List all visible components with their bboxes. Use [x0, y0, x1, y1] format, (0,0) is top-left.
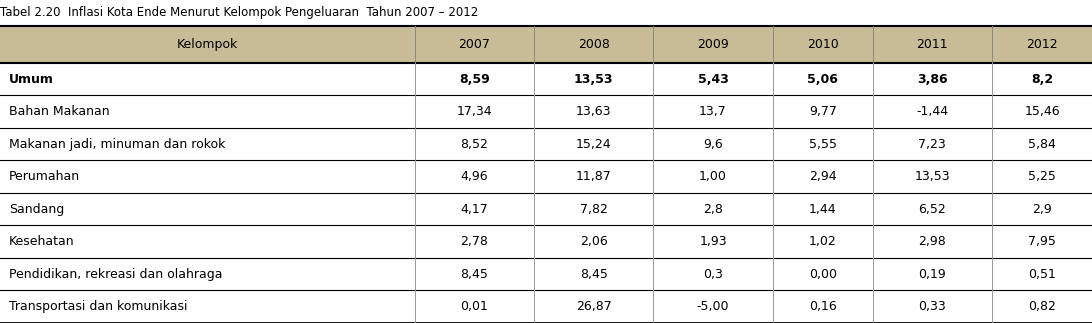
Text: 0,01: 0,01 [461, 300, 488, 313]
Text: 7,82: 7,82 [580, 203, 607, 216]
Text: Makanan jadi, minuman dan rokok: Makanan jadi, minuman dan rokok [9, 138, 225, 151]
Text: Sandang: Sandang [9, 203, 64, 216]
Text: 8,59: 8,59 [459, 73, 490, 86]
Bar [0, 193, 1092, 225]
Text: 4,96: 4,96 [461, 170, 488, 183]
Text: 8,45: 8,45 [580, 268, 607, 281]
Text: 9,77: 9,77 [809, 105, 836, 118]
Text: 5,84: 5,84 [1028, 138, 1056, 151]
Text: 2,9: 2,9 [1032, 203, 1052, 216]
Text: 5,25: 5,25 [1028, 170, 1056, 183]
Text: 1,00: 1,00 [699, 170, 727, 183]
Text: 26,87: 26,87 [575, 300, 612, 313]
Text: 1,93: 1,93 [699, 235, 727, 248]
Text: 2009: 2009 [697, 38, 729, 51]
Text: Transportasi dan komunikasi: Transportasi dan komunikasi [9, 300, 188, 313]
Bar [0, 128, 1092, 161]
Text: 13,63: 13,63 [575, 105, 612, 118]
Text: 0,16: 0,16 [809, 300, 836, 313]
Text: 4,17: 4,17 [461, 203, 488, 216]
Text: 0,00: 0,00 [809, 268, 836, 281]
Text: 17,34: 17,34 [456, 105, 492, 118]
Text: 5,06: 5,06 [807, 73, 839, 86]
Bar [0, 96, 1092, 128]
Text: 15,46: 15,46 [1024, 105, 1060, 118]
Bar [0, 161, 1092, 193]
Text: 2,98: 2,98 [918, 235, 947, 248]
Text: Kesehatan: Kesehatan [9, 235, 74, 248]
Text: 2008: 2008 [578, 38, 609, 51]
Text: 11,87: 11,87 [575, 170, 612, 183]
Text: 0,51: 0,51 [1028, 268, 1056, 281]
Text: 5,55: 5,55 [809, 138, 836, 151]
Bar [0, 26, 1092, 63]
Text: 0,19: 0,19 [918, 268, 947, 281]
Text: 1,44: 1,44 [809, 203, 836, 216]
Text: 0,82: 0,82 [1028, 300, 1056, 313]
Bar [0, 63, 1092, 96]
Text: 8,45: 8,45 [461, 268, 488, 281]
Text: 3,86: 3,86 [917, 73, 948, 86]
Text: 2010: 2010 [807, 38, 839, 51]
Text: 8,52: 8,52 [461, 138, 488, 151]
Text: 13,7: 13,7 [699, 105, 727, 118]
Text: 8,2: 8,2 [1031, 73, 1053, 86]
Text: 13,53: 13,53 [574, 73, 614, 86]
Text: Umum: Umum [9, 73, 54, 86]
Text: 5,43: 5,43 [698, 73, 728, 86]
Text: 6,52: 6,52 [918, 203, 947, 216]
Text: 2,78: 2,78 [461, 235, 488, 248]
Text: 2011: 2011 [916, 38, 948, 51]
Text: 2007: 2007 [459, 38, 490, 51]
Text: Tabel 2.20  Inflasi Kota Ende Menurut Kelompok Pengeluaran  Tahun 2007 – 2012: Tabel 2.20 Inflasi Kota Ende Menurut Kel… [0, 6, 478, 19]
Bar [0, 258, 1092, 290]
Text: Perumahan: Perumahan [9, 170, 80, 183]
Text: 1,02: 1,02 [809, 235, 836, 248]
Text: -1,44: -1,44 [916, 105, 949, 118]
Text: 0,33: 0,33 [918, 300, 947, 313]
Bar [0, 290, 1092, 323]
Text: 2,8: 2,8 [703, 203, 723, 216]
Bar [0, 225, 1092, 258]
Text: 13,53: 13,53 [914, 170, 950, 183]
Text: 15,24: 15,24 [575, 138, 612, 151]
Text: 0,3: 0,3 [703, 268, 723, 281]
Text: Pendidikan, rekreasi dan olahraga: Pendidikan, rekreasi dan olahraga [9, 268, 223, 281]
Text: Kelompok: Kelompok [177, 38, 238, 51]
Text: 9,6: 9,6 [703, 138, 723, 151]
Text: 2,06: 2,06 [580, 235, 607, 248]
Text: Bahan Makanan: Bahan Makanan [9, 105, 109, 118]
Text: 7,95: 7,95 [1028, 235, 1056, 248]
Text: 2012: 2012 [1026, 38, 1058, 51]
Text: -5,00: -5,00 [697, 300, 729, 313]
Text: 2,94: 2,94 [809, 170, 836, 183]
Text: 7,23: 7,23 [918, 138, 947, 151]
